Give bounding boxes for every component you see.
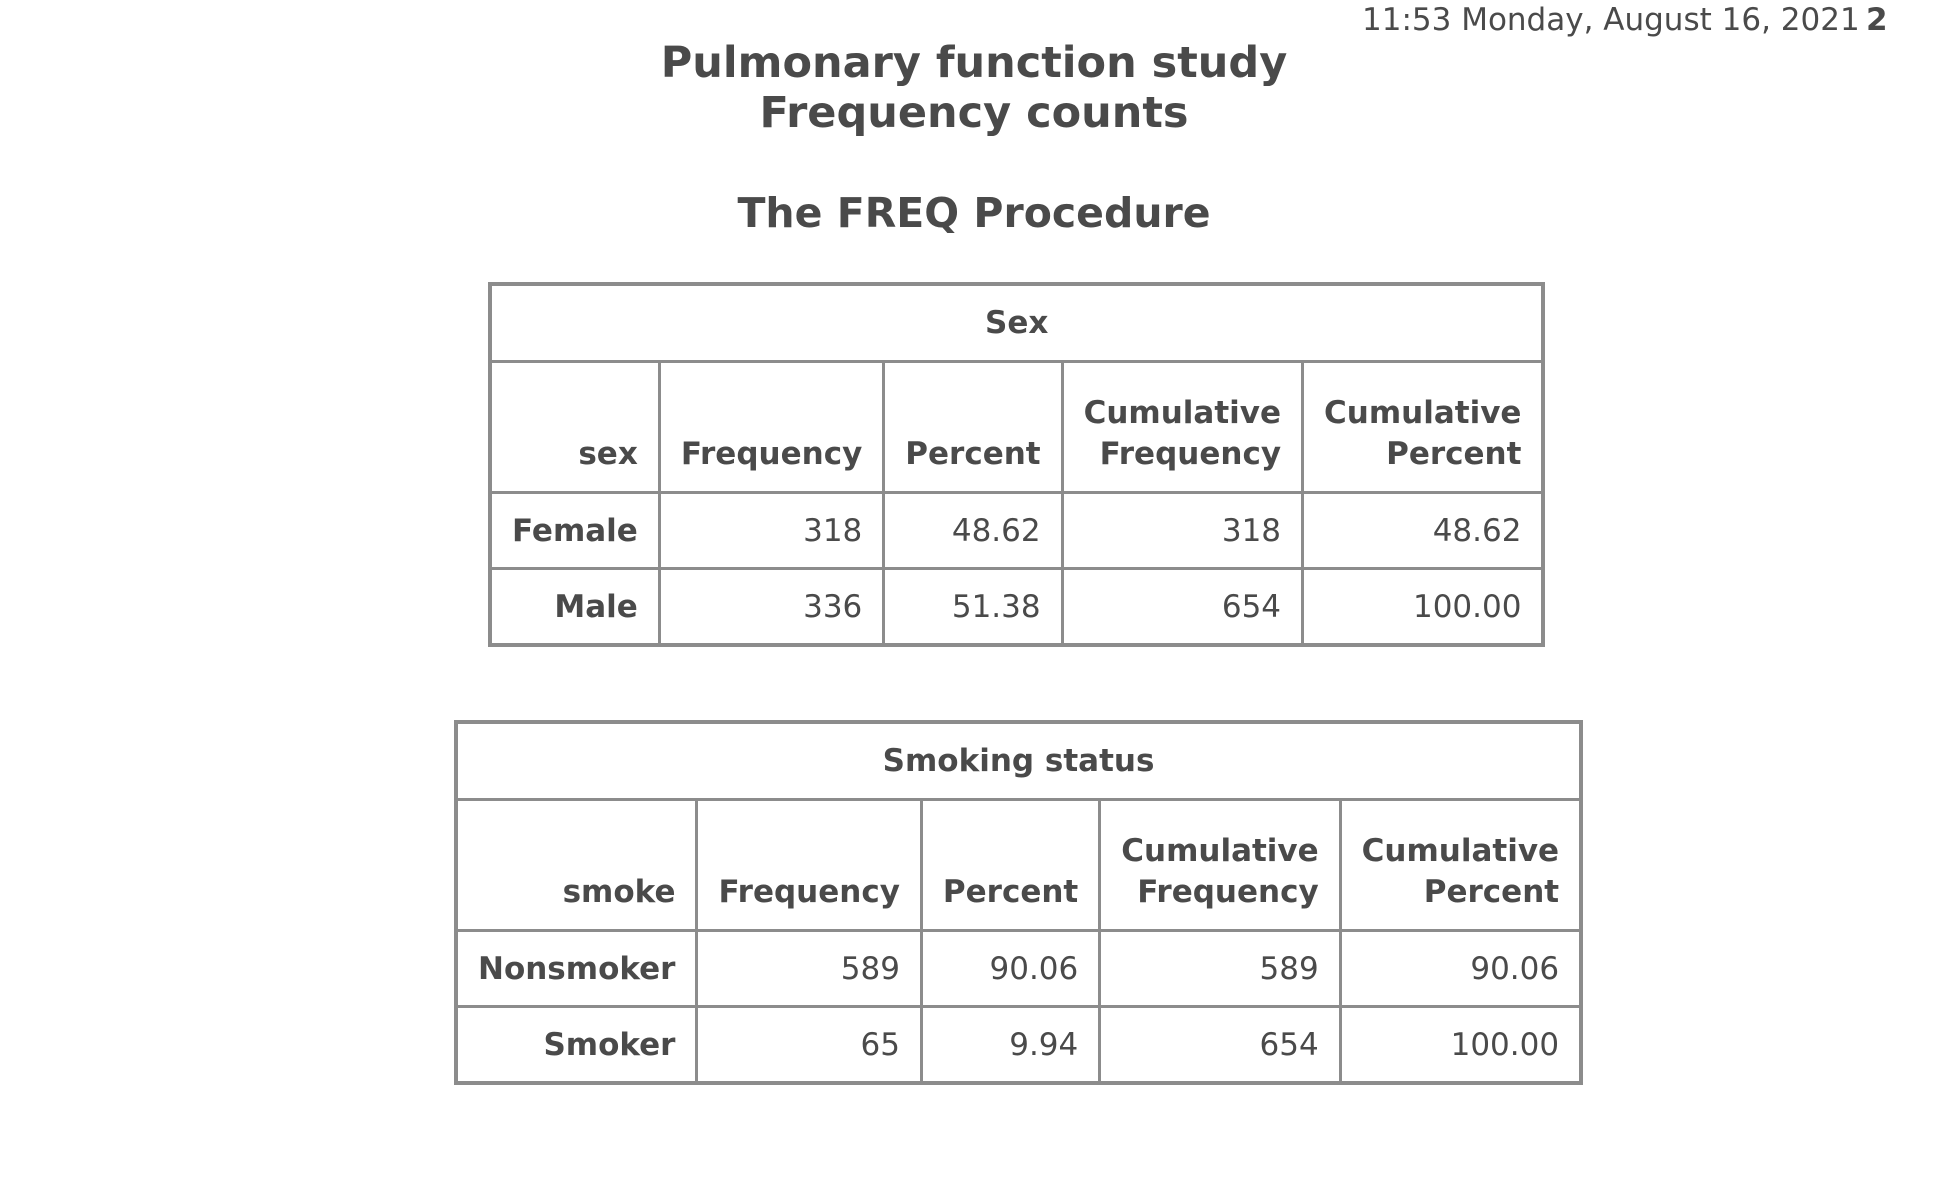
cumulative-percent-cell: 100.00 (1301, 567, 1545, 647)
column-header-frequency: Frequency (657, 360, 886, 494)
column-header-cumulative-percent: Cumulative Percent (1338, 798, 1583, 932)
row-label: Smoker (454, 1005, 699, 1085)
column-header-row: smoke Frequency Percent Cumulative Frequ… (454, 798, 1583, 932)
table-caption: Smoking status (454, 720, 1583, 801)
sex-frequency-table: Sex sex Frequency Percent Cumulative Fre… (488, 282, 1546, 647)
page-header: 11:53 Monday, August 16, 2021 2 (0, 0, 1948, 40)
cumulative-frequency-cell: 654 (1098, 1005, 1342, 1085)
table-caption-row: Sex (488, 282, 1545, 363)
column-header-cumulative-percent: Cumulative Percent (1301, 360, 1545, 494)
frequency-cell: 336 (657, 567, 886, 647)
smoking-status-frequency-table: Smoking status smoke Frequency Percent C… (454, 720, 1584, 1085)
table-row: Smoker 65 9.94 654 100.00 (454, 1005, 1583, 1085)
column-header-variable: smoke (454, 798, 699, 932)
cumulative-percent-cell: 100.00 (1338, 1005, 1583, 1085)
row-label: Male (488, 567, 661, 647)
procedure-title: The FREQ Procedure (737, 189, 1211, 237)
cumulative-frequency-cell: 654 (1060, 567, 1305, 647)
table-caption-row: Smoking status (454, 720, 1583, 801)
page-number: 2 (1866, 2, 1888, 38)
row-label: Female (488, 491, 661, 570)
frequency-cell: 318 (657, 491, 886, 570)
table-row: Female 318 48.62 318 48.62 (488, 491, 1545, 570)
column-header-percent: Percent (882, 360, 1064, 494)
table-row: Nonsmoker 589 90.06 589 90.06 (454, 929, 1583, 1008)
cumulative-frequency-cell: 589 (1098, 929, 1342, 1008)
cumulative-percent-cell: 48.62 (1301, 491, 1545, 570)
cumulative-percent-cell: 90.06 (1338, 929, 1583, 1008)
table-caption: Sex (488, 282, 1545, 363)
cumulative-frequency-cell: 318 (1060, 491, 1305, 570)
timestamp: 11:53 Monday, August 16, 2021 (1362, 2, 1860, 38)
column-header-percent: Percent (919, 798, 1102, 932)
column-header-row: sex Frequency Percent Cumulative Frequen… (488, 360, 1545, 494)
column-header-cumulative-frequency: Cumulative Frequency (1098, 798, 1342, 932)
title-line-2: Frequency counts (759, 88, 1189, 138)
percent-cell: 48.62 (882, 491, 1064, 570)
column-header-cumulative-frequency: Cumulative Frequency (1060, 360, 1305, 494)
frequency-cell: 589 (695, 929, 923, 1008)
column-header-variable: sex (488, 360, 661, 494)
title-line-1: Pulmonary function study (660, 38, 1288, 88)
frequency-cell: 65 (695, 1005, 923, 1085)
column-header-frequency: Frequency (695, 798, 923, 932)
row-label: Nonsmoker (454, 929, 699, 1008)
table-row: Male 336 51.38 654 100.00 (488, 567, 1545, 647)
percent-cell: 90.06 (919, 929, 1102, 1008)
percent-cell: 9.94 (919, 1005, 1102, 1085)
percent-cell: 51.38 (882, 567, 1064, 647)
